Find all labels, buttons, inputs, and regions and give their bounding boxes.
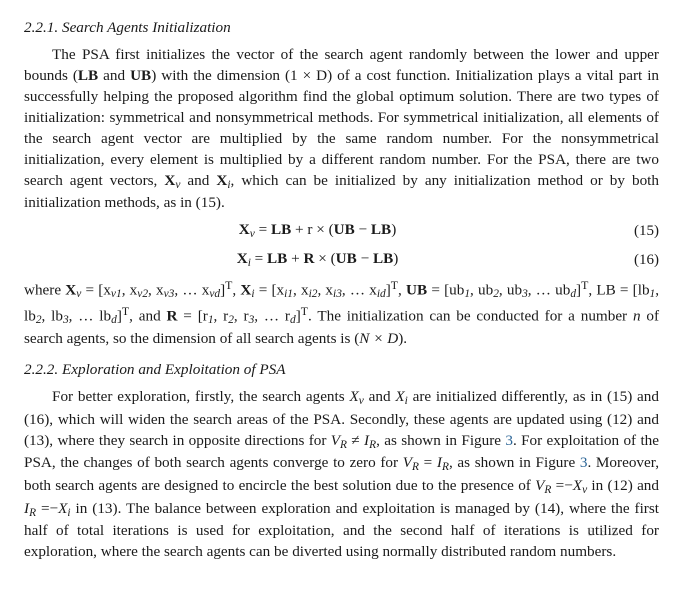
- t: = [x: [81, 282, 111, 299]
- s: vd: [209, 289, 220, 301]
- xi-symbol: X: [216, 172, 227, 189]
- equation-16-row: Xi = LB + R × (UB − LB) (16): [24, 249, 659, 272]
- s: R: [442, 461, 449, 473]
- t: , x: [122, 282, 138, 299]
- t: , x: [317, 282, 333, 299]
- eq16-lb2: LB: [373, 250, 393, 267]
- xv: X: [349, 388, 358, 405]
- t: , … x: [174, 282, 209, 299]
- xi: X: [395, 388, 404, 405]
- t: , as shown in Figure: [376, 432, 505, 449]
- T: T: [391, 278, 398, 292]
- t: = [x: [255, 282, 285, 299]
- eq15-lb: LB: [271, 221, 291, 238]
- xi: X: [58, 500, 67, 517]
- vr: V: [331, 432, 340, 449]
- s: i1: [284, 289, 293, 301]
- t: , x: [148, 282, 164, 299]
- text: ) with the dimension (1 × D) of a cost f…: [24, 67, 659, 189]
- eq15-minus: −: [355, 221, 371, 238]
- paragraph-initialization: The PSA first initializes the vector of …: [24, 45, 659, 214]
- s: v3: [164, 289, 175, 301]
- t: , … x: [342, 282, 377, 299]
- s: v2: [137, 289, 148, 301]
- t: , and: [129, 308, 166, 325]
- t: , ub: [499, 282, 522, 299]
- eq16-times: × (: [314, 250, 335, 267]
- t: , … ub: [528, 282, 571, 299]
- xv: X: [65, 282, 76, 299]
- section-heading-2-2-2: 2.2.2. Exploration and Exploitation of P…: [24, 360, 659, 381]
- eq15-ub: UB: [334, 221, 355, 238]
- t: =: [419, 454, 437, 471]
- t: ).: [398, 330, 407, 347]
- eq16-lb: LB: [267, 250, 287, 267]
- T: T: [301, 304, 308, 318]
- lb-symbol: LB: [78, 67, 98, 84]
- equation-16-number: (16): [611, 250, 659, 271]
- where-clause: where Xv = [xv1, xv2, xv3, … xvd]T, Xi =…: [24, 277, 659, 350]
- t: , x: [293, 282, 309, 299]
- eq15-lhs: X: [239, 221, 250, 238]
- s: id: [377, 289, 386, 301]
- t: where: [24, 282, 65, 299]
- t: = [r: [177, 308, 207, 325]
- t: =−: [36, 500, 58, 517]
- section-heading-2-2-1: 2.2.1. Search Agents Initialization: [24, 18, 659, 39]
- equation-15: Xv = LB + r × (UB − LB): [24, 220, 611, 243]
- t: = [ub: [427, 282, 464, 299]
- eq15-close: ): [391, 221, 396, 238]
- ub-symbol: UB: [130, 67, 151, 84]
- xv-symbol: X: [164, 172, 175, 189]
- eq16-plus: +: [287, 250, 303, 267]
- text: and: [98, 67, 130, 84]
- eq16-eq: =: [251, 250, 267, 267]
- t: ≠: [347, 432, 364, 449]
- t: , as shown in Figure: [449, 454, 580, 471]
- s: i3: [333, 289, 342, 301]
- eq16-lhs: X: [237, 250, 248, 267]
- t: , LB = [lb: [588, 282, 649, 299]
- s: v1: [111, 289, 122, 301]
- figure-3-link[interactable]: 3: [505, 432, 513, 449]
- t: , … r: [254, 308, 290, 325]
- eq15-plus: + r × (: [291, 221, 333, 238]
- t: in (13). The balance between exploration…: [24, 500, 659, 561]
- t: , … lb: [69, 308, 111, 325]
- s: R: [412, 461, 419, 473]
- eq15-eq: =: [255, 221, 271, 238]
- paragraph-exploration: For better exploration, firstly, the sea…: [24, 387, 659, 563]
- R: R: [167, 308, 178, 325]
- xi: X: [240, 282, 251, 299]
- xv: X: [573, 477, 582, 494]
- t: and: [364, 388, 396, 405]
- t: in (12) and: [587, 477, 659, 494]
- t: . The initialization can be conducted fo…: [308, 308, 633, 325]
- vr: V: [535, 477, 544, 494]
- n: n: [633, 308, 641, 325]
- equation-15-number: (15): [611, 221, 659, 242]
- s: R: [340, 439, 347, 451]
- t: , r: [214, 308, 229, 325]
- eq15-lb2: LB: [371, 221, 391, 238]
- t: , lb: [42, 308, 63, 325]
- eq16-close: ): [393, 250, 398, 267]
- equation-16: Xi = LB + R × (UB − LB): [24, 249, 611, 272]
- t: , ub: [470, 282, 493, 299]
- ub: UB: [406, 282, 427, 299]
- equation-15-row: Xv = LB + r × (UB − LB) (15): [24, 220, 659, 243]
- s: R: [29, 506, 36, 518]
- text: and: [180, 172, 216, 189]
- t: For better exploration, firstly, the sea…: [52, 388, 349, 405]
- dim: N × D: [359, 330, 398, 347]
- t: , r: [234, 308, 249, 325]
- t: ,: [398, 282, 406, 299]
- eq16-r: R: [303, 250, 314, 267]
- eq16-ub: UB: [336, 250, 357, 267]
- eq16-minus: −: [357, 250, 373, 267]
- t: =−: [551, 477, 572, 494]
- vr: V: [403, 454, 412, 471]
